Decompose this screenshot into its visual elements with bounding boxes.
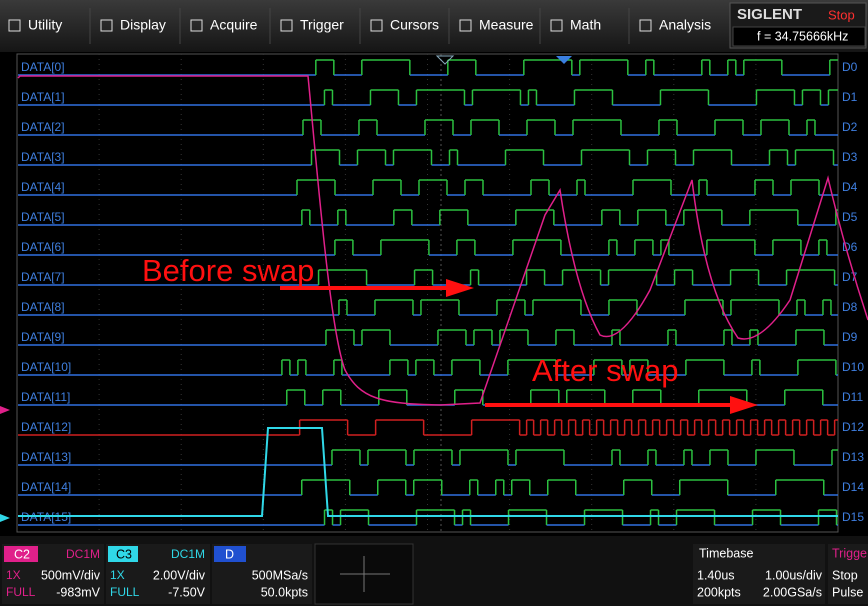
row-tag: D9	[842, 330, 858, 344]
c3-name: C3	[116, 547, 132, 561]
d-tag	[214, 546, 246, 562]
c3-probe: 1X	[110, 568, 125, 582]
annotation: After swap	[532, 353, 678, 388]
c2-tag	[4, 546, 38, 562]
row-tag: D2	[842, 120, 858, 134]
trigger-title: Trigge	[832, 546, 867, 560]
row-tag: D8	[842, 300, 858, 314]
row-tag: D11	[842, 390, 863, 404]
arrow-head	[446, 279, 474, 297]
row-label: DATA[0]	[21, 60, 65, 74]
row-label: DATA[14]	[21, 480, 71, 494]
row-label: DATA[2]	[21, 120, 65, 134]
row-tag: D6	[842, 240, 858, 254]
row-label: DATA[3]	[21, 150, 65, 164]
freq-box	[732, 26, 866, 47]
row-label: DATA[8]	[21, 300, 65, 314]
menu-icon	[370, 19, 383, 32]
trigger-state: Stop	[832, 568, 858, 582]
c2-probe: 1X	[6, 568, 21, 582]
d-rate: 500MSa/s	[252, 568, 308, 582]
row-tag: D5	[842, 210, 858, 224]
row-label: DATA[5]	[21, 210, 65, 224]
menu-item[interactable]: Display	[120, 17, 166, 33]
c3-coupling: DC1M	[171, 547, 205, 561]
row-tag: D0	[842, 60, 858, 74]
row-label: DATA[9]	[21, 330, 65, 344]
menu-icon	[190, 19, 203, 32]
row-label: DATA[10]	[21, 360, 71, 374]
arrow-head	[730, 396, 758, 414]
c2-scale: 500mV/div	[41, 568, 101, 582]
menu-item[interactable]: Measure	[479, 17, 534, 33]
frequency: f = 34.75666kHz	[757, 29, 848, 43]
timebase-scale: 1.00us/div	[765, 568, 823, 582]
trigger-pos	[435, 55, 455, 65]
timebase-points: 200kpts	[697, 585, 741, 599]
d-status[interactable]: D 500MSa/s 50.0kpts	[212, 544, 312, 604]
trigger-type: Pulse	[832, 585, 863, 599]
row-tag: D13	[842, 450, 864, 464]
c2-offset: -983mV	[56, 585, 100, 599]
row-label: DATA[13]	[21, 450, 71, 464]
menu-icon	[8, 19, 21, 32]
row-tag: D1	[842, 90, 858, 104]
timebase-status[interactable]: Timebase 1.40us 1.00us/div 200kpts 2.00G…	[693, 544, 825, 604]
brand: SIGLENT	[737, 6, 802, 23]
row-label: DATA[4]	[21, 180, 65, 194]
trigger-box	[828, 544, 868, 604]
row-label: DATA[15]	[21, 510, 71, 524]
trigger-status[interactable]: Trigge Stop Pulse	[828, 544, 868, 604]
menu-item[interactable]: Math	[570, 17, 601, 33]
c3-trace	[18, 427, 838, 517]
row-label: DATA[11]	[21, 390, 70, 404]
timebase-delay: 1.40us	[697, 568, 735, 582]
d-points: 50.0kpts	[261, 585, 308, 599]
row-label: DATA[6]	[21, 240, 65, 254]
timebase-box	[693, 544, 825, 604]
timebase-rate: 2.00GSa/s	[763, 585, 822, 599]
row-tag: D15	[842, 510, 864, 524]
row-tag: D10	[842, 360, 864, 374]
row-tag: D14	[842, 480, 864, 494]
row-tag: D12	[842, 420, 864, 434]
menu-item[interactable]: Trigger	[300, 17, 344, 33]
d-name: D	[225, 547, 234, 561]
timebase-title: Timebase	[699, 546, 753, 560]
menu-bar	[0, 0, 868, 52]
c3-status[interactable]: C3 DC1M 1X 2.00V/div FULL -7.50V	[106, 544, 210, 604]
c2-bw: FULL	[6, 585, 36, 599]
c2-offset	[0, 406, 10, 414]
row-label: DATA[1]	[21, 90, 65, 104]
c3-offset	[0, 514, 10, 522]
menu-item[interactable]: Utility	[28, 17, 62, 33]
menu-icon	[550, 19, 563, 32]
digital-rows: DATA[0] D0 DATA[1] D1 DATA[2] D2 DATA[3] D3 DATA…	[18, 59, 864, 526]
row-tag: D4	[842, 180, 858, 194]
menu-item[interactable]: Acquire	[210, 17, 258, 33]
menu-icon	[459, 19, 472, 32]
c2-trace	[17, 75, 868, 406]
c3-tag	[108, 546, 138, 562]
menu-icon	[100, 19, 113, 32]
menu-icon	[280, 19, 293, 32]
c2-status[interactable]: C2 DC1M 1X 500mV/div FULL -983mV	[2, 544, 104, 604]
annotation: Before swap	[142, 253, 314, 288]
menu-icon	[639, 19, 652, 32]
c2-coupling: DC1M	[66, 547, 100, 561]
c3-bw: FULL	[110, 585, 140, 599]
c3-offset: -7.50V	[168, 585, 205, 599]
row-label: DATA[12]	[21, 420, 71, 434]
row-label: DATA[7]	[21, 270, 65, 284]
c3-scale: 2.00V/div	[153, 568, 206, 582]
c2-name: C2	[14, 547, 30, 561]
menu-item[interactable]: Analysis	[659, 17, 711, 33]
row-tag: D3	[842, 150, 858, 164]
grid-area	[16, 53, 839, 533]
menu: Utility Display Acquire Trigger Cursors Measu…	[8, 8, 711, 44]
marker	[556, 56, 572, 64]
menu-item[interactable]: Cursors	[390, 17, 439, 33]
run-state: Stop	[828, 7, 855, 22]
